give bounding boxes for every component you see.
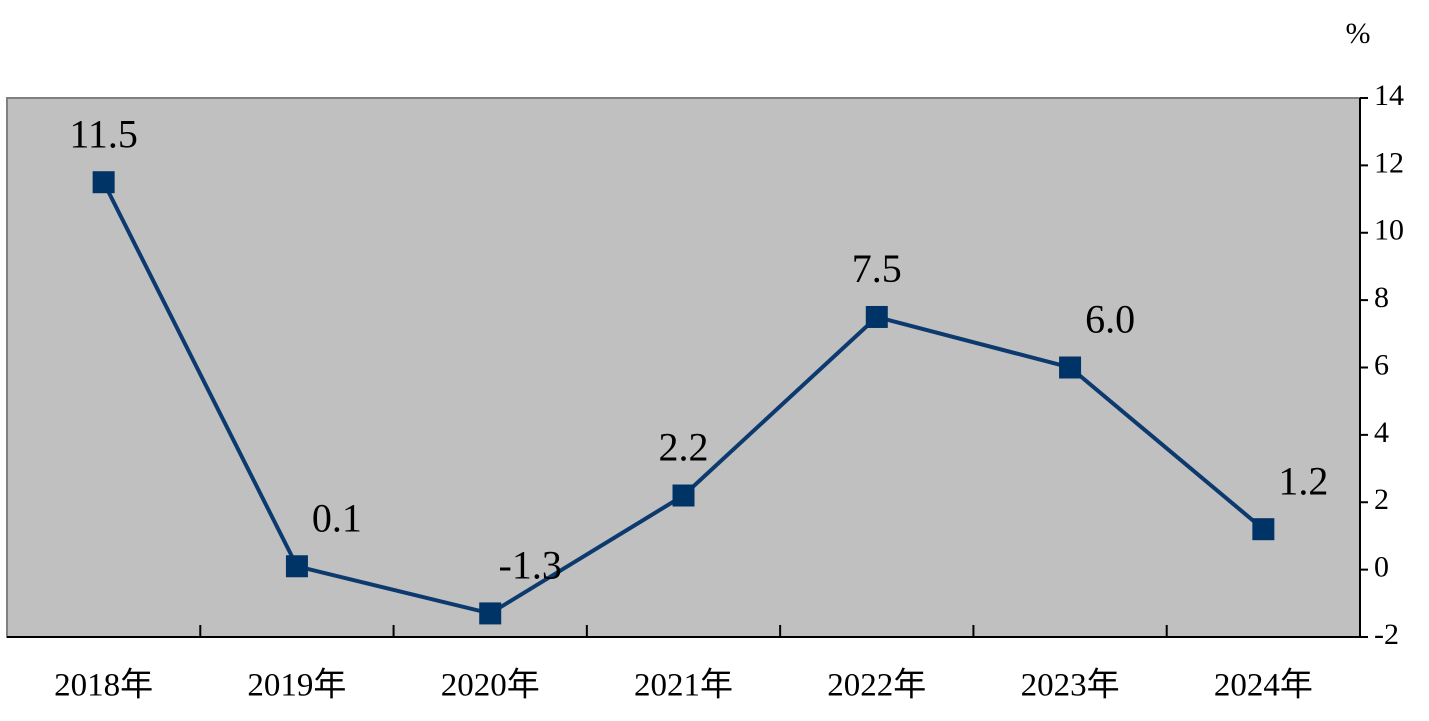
marker xyxy=(672,484,695,507)
marker xyxy=(865,305,888,328)
x-tick-label: 2020年 xyxy=(441,667,540,704)
x-tick-label: 2019年 xyxy=(247,667,346,704)
x-tick-label: 2024年 xyxy=(1214,667,1313,704)
y-tick-label: 2 xyxy=(1374,483,1389,516)
x-tick-label: 2023年 xyxy=(1021,667,1120,704)
data-label: 2.2 xyxy=(659,425,709,470)
x-tick-label: 2018年 xyxy=(54,667,153,704)
marker xyxy=(1059,356,1082,379)
data-label: 7.5 xyxy=(852,246,902,291)
y-tick-label: 4 xyxy=(1374,416,1389,449)
y-tick-label: 14 xyxy=(1374,79,1404,112)
data-label: 1.2 xyxy=(1278,458,1328,503)
marker xyxy=(285,555,308,578)
y-tick-label: 8 xyxy=(1374,281,1389,314)
data-label: 6.0 xyxy=(1085,297,1135,342)
y-tick-label: 10 xyxy=(1374,214,1404,247)
y-tick-label: -2 xyxy=(1374,618,1399,651)
y-axis-unit: % xyxy=(1346,17,1371,50)
x-tick-label: 2021年 xyxy=(634,667,733,704)
data-label: 0.1 xyxy=(312,495,362,540)
data-label: -1.3 xyxy=(499,543,562,588)
marker xyxy=(1252,518,1275,541)
marker xyxy=(479,602,502,625)
y-tick-label: 12 xyxy=(1374,146,1404,179)
data-label: 11.5 xyxy=(69,111,138,156)
x-tick-label: 2022年 xyxy=(827,667,926,704)
marker xyxy=(92,171,115,194)
plot-area xyxy=(6,97,1361,638)
y-tick-label: 6 xyxy=(1374,348,1389,381)
y-tick-label: 0 xyxy=(1374,551,1389,584)
